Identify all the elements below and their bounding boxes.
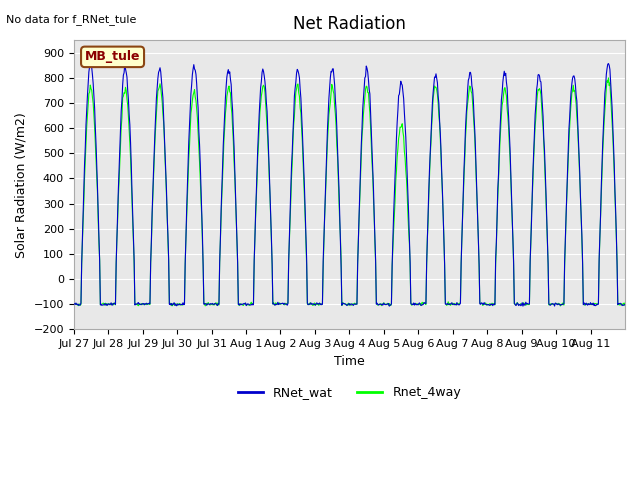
Text: No data for f_RNet_tule: No data for f_RNet_tule: [6, 14, 137, 25]
Title: Net Radiation: Net Radiation: [293, 15, 406, 33]
Y-axis label: Solar Radiation (W/m2): Solar Radiation (W/m2): [15, 112, 28, 258]
Legend: RNet_wat, Rnet_4way: RNet_wat, Rnet_4way: [232, 381, 466, 404]
Text: MB_tule: MB_tule: [85, 50, 140, 63]
X-axis label: Time: Time: [334, 355, 365, 368]
